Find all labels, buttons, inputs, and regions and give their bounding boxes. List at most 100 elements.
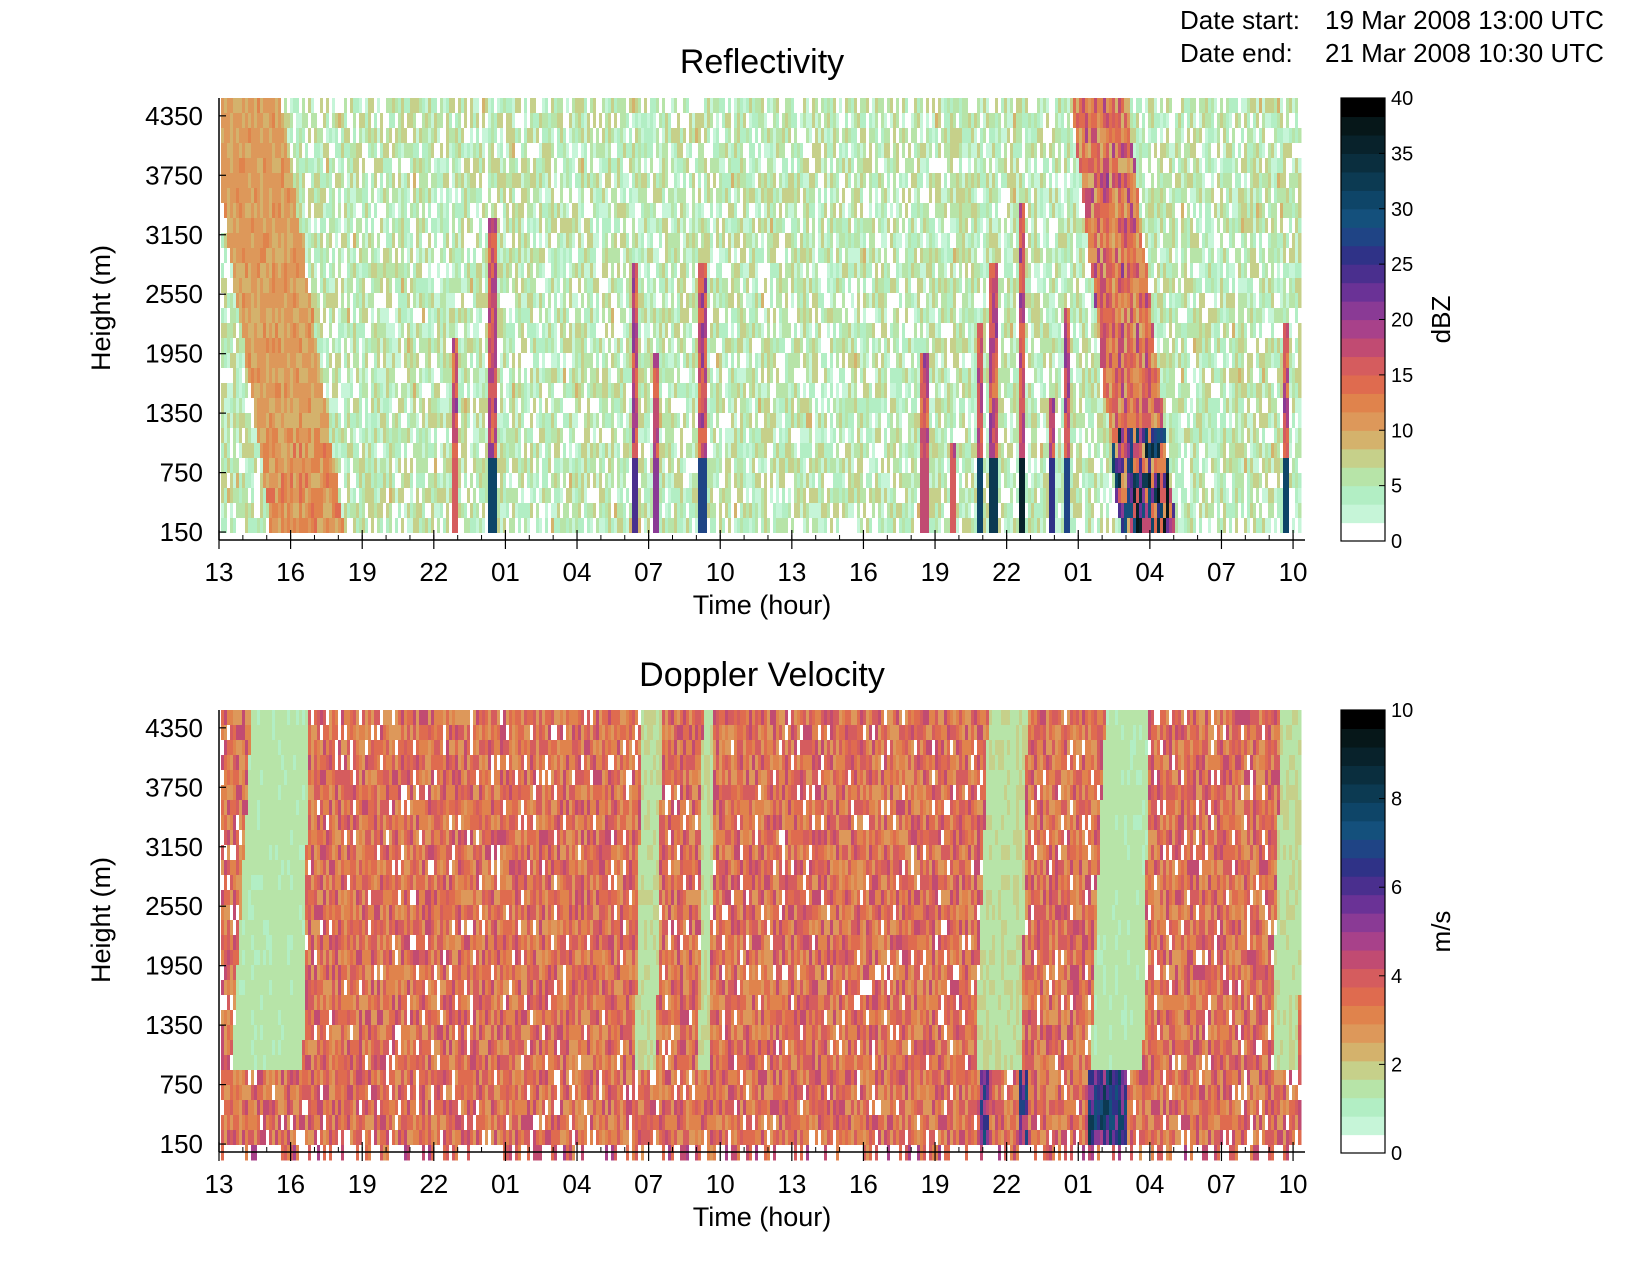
heatmap-cell — [515, 413, 519, 429]
heatmap-cell — [455, 308, 459, 324]
heatmap-cell — [320, 473, 324, 489]
heatmap-cell — [302, 218, 306, 234]
heatmap-cell — [512, 188, 516, 204]
heatmap-cell — [506, 278, 510, 294]
heatmap-cell — [290, 488, 294, 504]
heatmap-cell — [662, 458, 666, 474]
heatmap-cell — [329, 113, 333, 129]
heatmap-cell — [515, 488, 519, 504]
heatmap-cell — [305, 458, 309, 474]
heatmap-cell — [575, 293, 579, 309]
heatmap-cell — [479, 443, 483, 459]
heatmap-cell — [356, 308, 360, 324]
heatmap-cell — [665, 338, 669, 354]
heatmap-cell — [512, 398, 516, 414]
heatmap-cell — [530, 128, 534, 144]
heatmap-cell — [572, 458, 576, 474]
heatmap-cell — [566, 518, 570, 534]
heatmap-cell — [650, 218, 654, 234]
heatmap-cell — [416, 398, 420, 414]
heatmap-cell — [656, 128, 660, 144]
heatmap-cell — [671, 368, 675, 384]
heatmap-cell — [350, 98, 354, 114]
heatmap-cell — [251, 98, 255, 114]
heatmap-cell — [224, 398, 228, 414]
heatmap-cell — [710, 98, 714, 114]
heatmap-cell — [521, 143, 525, 159]
heatmap-cell — [302, 278, 306, 294]
heatmap-cell — [278, 413, 282, 429]
heatmap-cell — [710, 173, 714, 189]
heatmap-cell — [395, 488, 399, 504]
heatmap-cell — [626, 293, 630, 309]
heatmap-cell — [239, 203, 243, 219]
heatmap-cell — [428, 128, 432, 144]
heatmap-cell — [557, 473, 561, 489]
heatmap-cell — [545, 263, 549, 279]
heatmap-cell — [398, 98, 402, 114]
heatmap-cell — [596, 338, 600, 354]
heatmap-cell — [449, 158, 453, 174]
heatmap-cell — [437, 413, 441, 429]
heatmap-cell — [605, 398, 609, 414]
heatmap-cell — [302, 503, 306, 519]
heatmap-cell — [521, 473, 525, 489]
heatmap-cell — [497, 398, 501, 414]
heatmap-cell — [545, 113, 549, 129]
heatmap-cell — [263, 308, 267, 324]
heatmap-cell — [365, 503, 369, 519]
heatmap-cell — [257, 203, 261, 219]
heatmap-cell — [716, 188, 720, 204]
heatmap-cell — [707, 353, 711, 369]
heatmap-cell — [368, 488, 372, 504]
heatmap-cell — [497, 518, 501, 534]
heatmap-cell — [422, 248, 426, 264]
heatmap-cell — [308, 263, 312, 279]
heatmap-cell — [509, 323, 513, 339]
heatmap-cell — [239, 353, 243, 369]
heatmap-cell — [221, 203, 225, 219]
heatmap-cell — [239, 158, 243, 174]
heatmap-cell — [587, 428, 591, 444]
heatmap-cell — [404, 98, 408, 114]
heatmap-cell — [221, 473, 225, 489]
heatmap-cell — [566, 383, 570, 399]
heatmap-cell — [521, 458, 525, 474]
heatmap-cell — [245, 98, 249, 114]
heatmap-cell — [368, 338, 372, 354]
heatmap-cell — [482, 203, 486, 219]
heatmap-cell — [248, 173, 252, 189]
heatmap-cell — [287, 323, 291, 339]
heatmap-cell — [569, 398, 573, 414]
heatmap-cell — [692, 338, 696, 354]
heatmap-cell — [524, 98, 528, 114]
heatmap-cell — [617, 368, 621, 384]
heatmap-cell — [587, 383, 591, 399]
heatmap-cell — [572, 383, 576, 399]
heatmap-cell — [683, 413, 687, 429]
heatmap-cell — [470, 518, 474, 534]
heatmap-cell — [695, 158, 699, 174]
heatmap-cell — [491, 518, 495, 534]
heatmap-cell — [488, 458, 492, 474]
heatmap-cell — [269, 503, 273, 519]
heatmap-cell — [476, 233, 480, 249]
heatmap-cell — [425, 278, 429, 294]
heatmap-cell — [719, 173, 723, 189]
heatmap-cell — [521, 353, 525, 369]
heatmap-cell — [461, 443, 465, 459]
heatmap-cell — [626, 323, 630, 339]
heatmap-cell — [464, 443, 468, 459]
heatmap-cell — [494, 518, 498, 534]
heatmap-cell — [371, 173, 375, 189]
heatmap-cell — [392, 143, 396, 159]
heatmap-cell — [710, 308, 714, 324]
heatmap-cell — [617, 323, 621, 339]
heatmap-cell — [680, 338, 684, 354]
heatmap-cell — [677, 188, 681, 204]
heatmap-cell — [359, 488, 363, 504]
heatmap-cell — [689, 338, 693, 354]
heatmap-cell — [680, 218, 684, 234]
heatmap-cell — [263, 143, 267, 159]
heatmap-cell — [659, 308, 663, 324]
